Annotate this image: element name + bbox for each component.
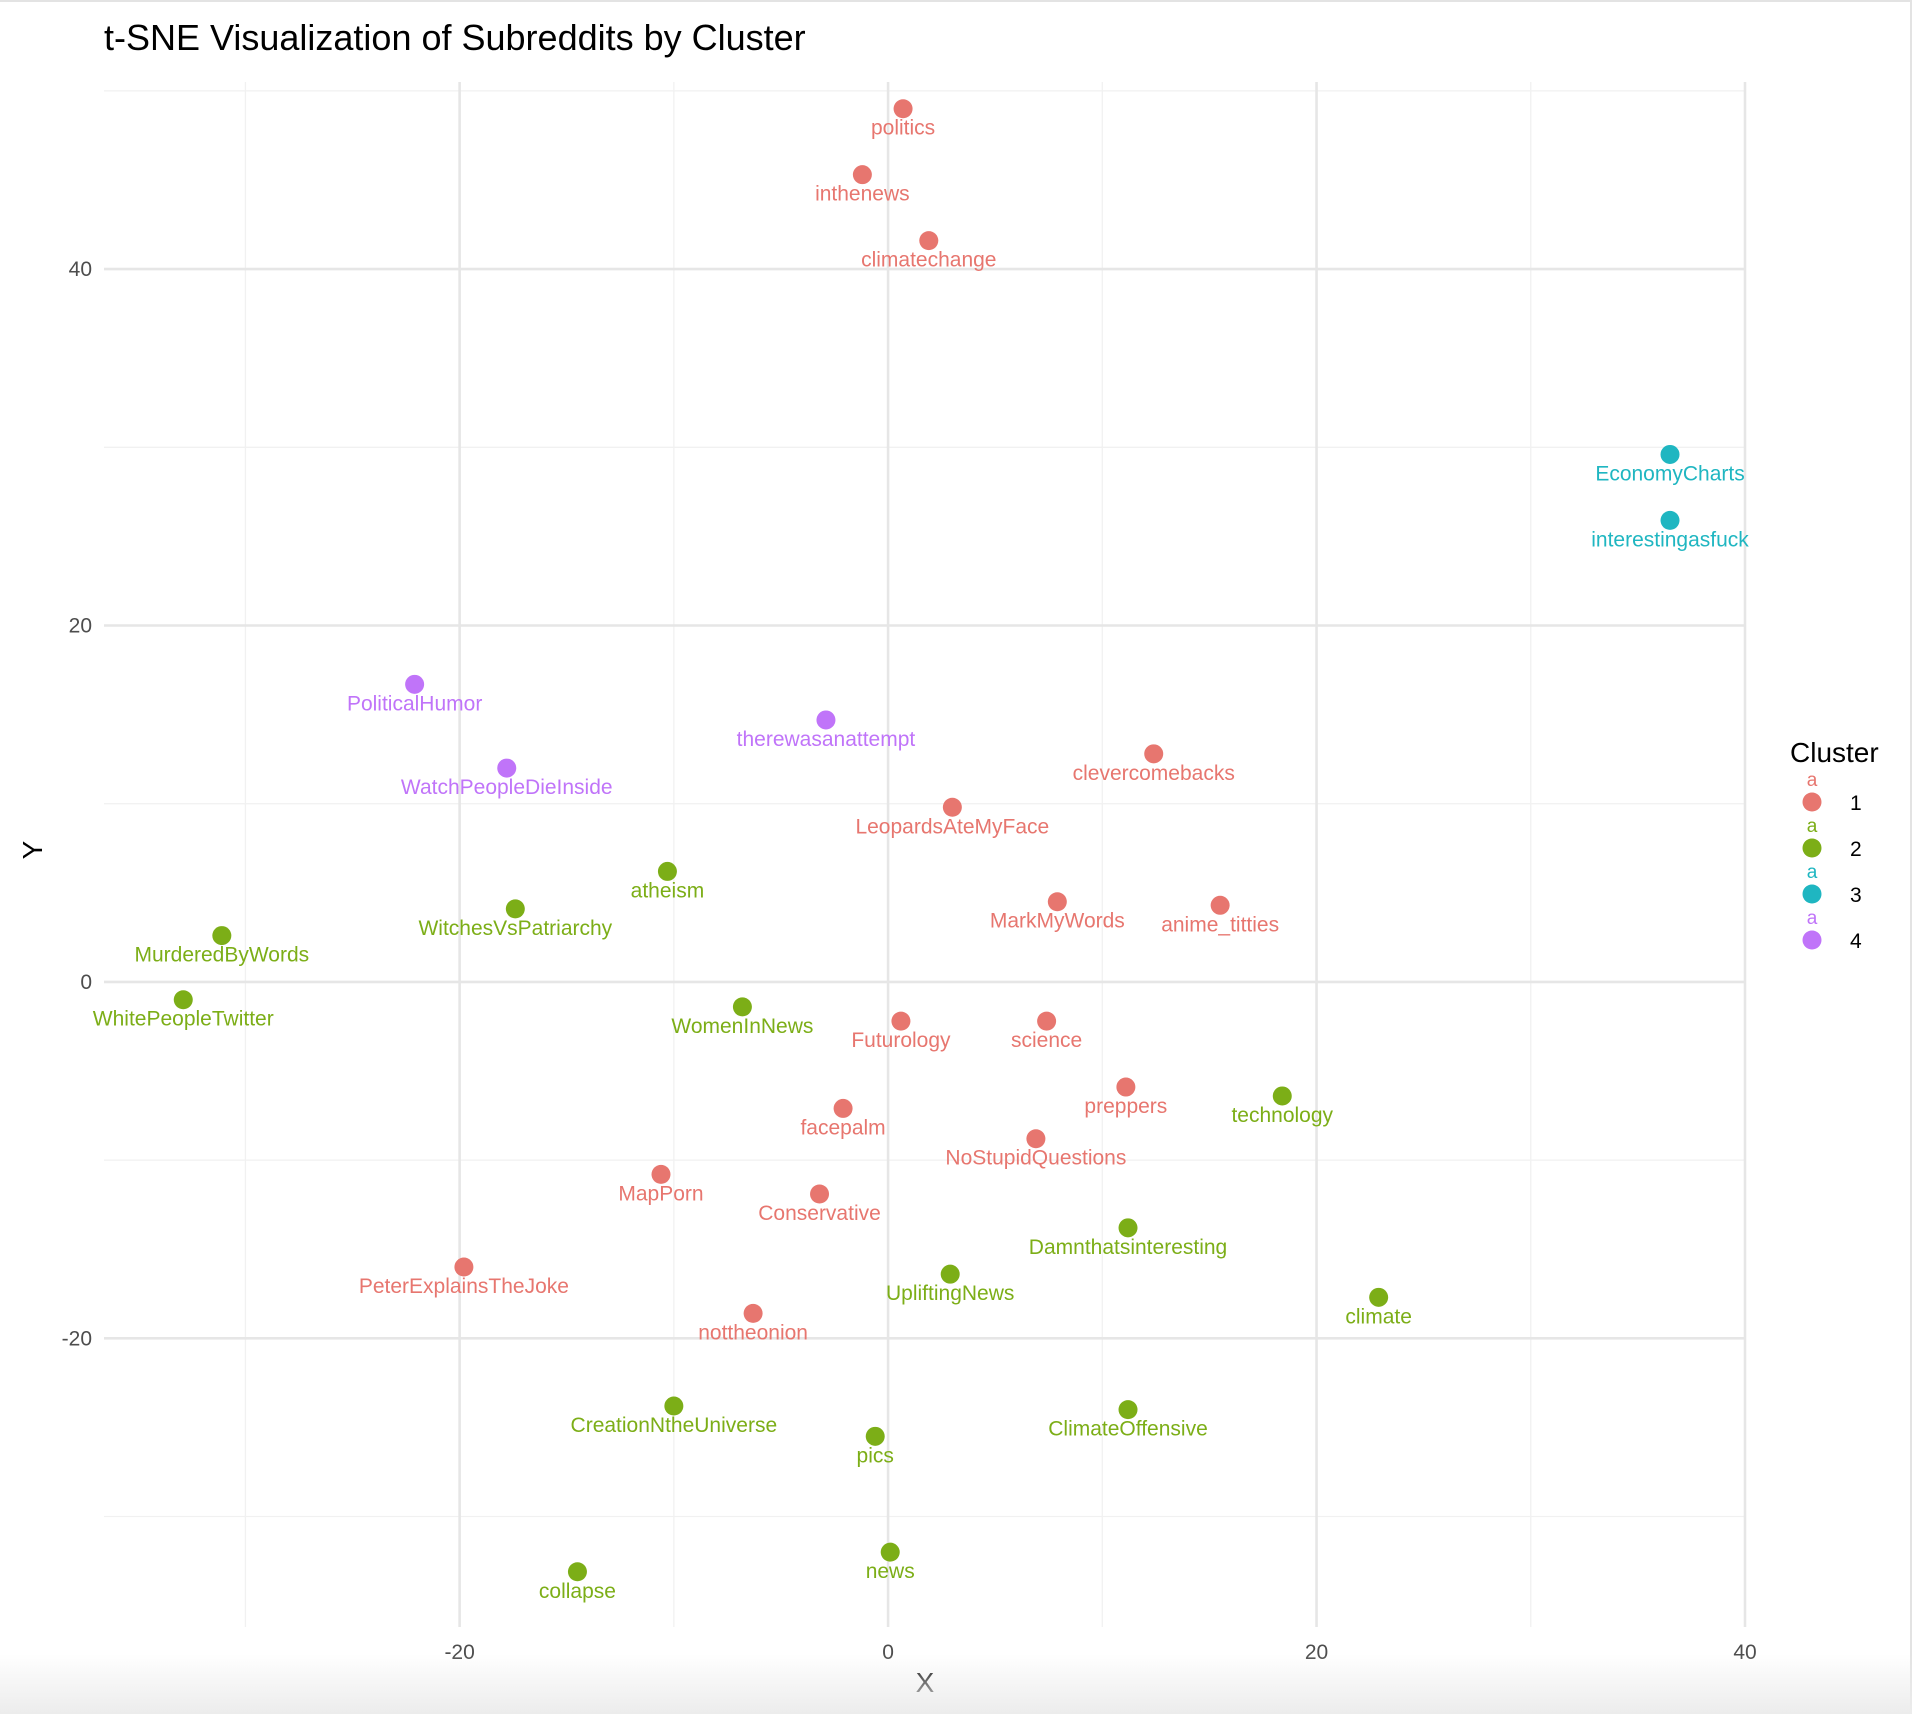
point-label: ClimateOffensive <box>1048 1418 1208 1441</box>
legend-key-point <box>1802 838 1822 858</box>
legend-label: 4 <box>1850 930 1862 953</box>
data-point <box>1210 895 1230 915</box>
data-point <box>891 1011 911 1031</box>
point-label: news <box>866 1560 915 1583</box>
point-label: inthenews <box>815 183 910 206</box>
y-axis-ticks: -20 0 20 40 <box>62 258 92 1350</box>
legend-key-text: a <box>1807 816 1818 837</box>
data-point <box>880 1542 900 1562</box>
data-point <box>1369 1287 1389 1307</box>
point-label: technology <box>1231 1104 1333 1127</box>
data-point <box>1118 1400 1138 1420</box>
point-label: NoStupidQuestions <box>945 1147 1126 1170</box>
point-label: climatechange <box>861 249 996 272</box>
legend: Cluster a 1 a 2 a 3 a 4 <box>1790 737 1879 953</box>
data-point <box>940 1264 960 1284</box>
point-label: MapPorn <box>618 1182 703 1205</box>
point-label: MurderedByWords <box>134 944 309 967</box>
legend-label: 2 <box>1850 838 1862 861</box>
y-tick-label: 20 <box>69 615 92 638</box>
point-label: atheism <box>631 879 705 902</box>
data-point <box>1116 1077 1136 1097</box>
y-axis-title: Y <box>17 840 48 859</box>
point-label: LeopardsAteMyFace <box>855 815 1049 838</box>
data-point <box>743 1303 763 1323</box>
point-label: WatchPeopleDieInside <box>401 776 613 799</box>
point-label: clevercomebacks <box>1073 762 1235 785</box>
point-label: CreationNtheUniverse <box>571 1414 778 1437</box>
data-point <box>1660 510 1680 530</box>
data-point <box>816 710 836 730</box>
point-label: nottheonion <box>698 1321 808 1344</box>
data-point <box>657 861 677 881</box>
data-point <box>893 99 913 119</box>
point-label: UpliftingNews <box>886 1282 1014 1305</box>
legend-label: 1 <box>1850 792 1862 815</box>
data-point <box>1144 744 1164 764</box>
data-point <box>664 1396 684 1416</box>
data-point <box>454 1257 474 1277</box>
legend-key-point <box>1802 792 1822 812</box>
point-label: pics <box>857 1444 894 1467</box>
point-label: interestingasfuck <box>1591 528 1749 551</box>
point-label: WomenInNews <box>671 1015 813 1038</box>
minor-gridlines <box>104 82 1745 1627</box>
legend-key-text: a <box>1807 862 1818 883</box>
point-label: WhitePeopleTwitter <box>93 1008 274 1031</box>
point-label: WitchesVsPatriarchy <box>418 917 612 940</box>
point-label: EconomyCharts <box>1595 462 1744 485</box>
data-point <box>942 797 962 817</box>
data-point <box>833 1098 853 1118</box>
y-tick-label: -20 <box>62 1327 92 1350</box>
data-point <box>173 990 193 1010</box>
point-label: facepalm <box>800 1116 885 1139</box>
legend-key-text: a <box>1807 770 1818 791</box>
data-point <box>1118 1218 1138 1238</box>
data-point <box>497 758 517 778</box>
point-label: climate <box>1345 1305 1412 1328</box>
point-label: anime_titties <box>1161 913 1279 936</box>
legend-label: 3 <box>1850 884 1862 907</box>
chart-title: t-SNE Visualization of Subreddits by Clu… <box>104 17 806 58</box>
point-labels: politics inthenews climatechange EconomyCha… <box>93 117 1750 1603</box>
legend-key-point <box>1802 930 1822 950</box>
data-point <box>405 674 425 694</box>
point-label: collapse <box>539 1580 616 1603</box>
y-tick-label: 40 <box>69 258 92 281</box>
window-bottom-shadow <box>0 1654 1912 1714</box>
data-point <box>1272 1086 1292 1106</box>
data-point <box>1037 1011 1057 1031</box>
data-point <box>865 1426 885 1446</box>
data-points <box>173 99 1680 1582</box>
legend-key-point <box>1802 884 1822 904</box>
point-label: science <box>1011 1029 1082 1052</box>
point-label: PeterExplainsTheJoke <box>359 1275 569 1298</box>
y-tick-label: 0 <box>80 971 92 994</box>
legend-key-text: a <box>1807 908 1818 929</box>
legend-title: Cluster <box>1790 737 1879 768</box>
data-point <box>505 899 525 919</box>
data-point <box>852 165 872 185</box>
data-point <box>1047 892 1067 912</box>
data-point <box>1660 444 1680 464</box>
data-point <box>810 1184 830 1204</box>
point-label: therewasanattempt <box>737 728 916 751</box>
point-label: politics <box>871 117 935 140</box>
data-point <box>732 997 752 1017</box>
point-label: preppers <box>1084 1095 1167 1118</box>
data-point <box>567 1562 587 1582</box>
x-tick-label: 0 <box>882 1641 894 1664</box>
point-label: Futurology <box>851 1029 951 1052</box>
data-point <box>651 1164 671 1184</box>
data-point <box>212 926 232 946</box>
data-point <box>919 231 939 251</box>
data-point <box>1026 1129 1046 1149</box>
point-label: PoliticalHumor <box>347 692 482 715</box>
point-label: Damnthatsinteresting <box>1029 1236 1227 1259</box>
point-label: Conservative <box>758 1202 881 1225</box>
point-label: MarkMyWords <box>990 910 1125 933</box>
major-gridlines <box>104 82 1747 1627</box>
